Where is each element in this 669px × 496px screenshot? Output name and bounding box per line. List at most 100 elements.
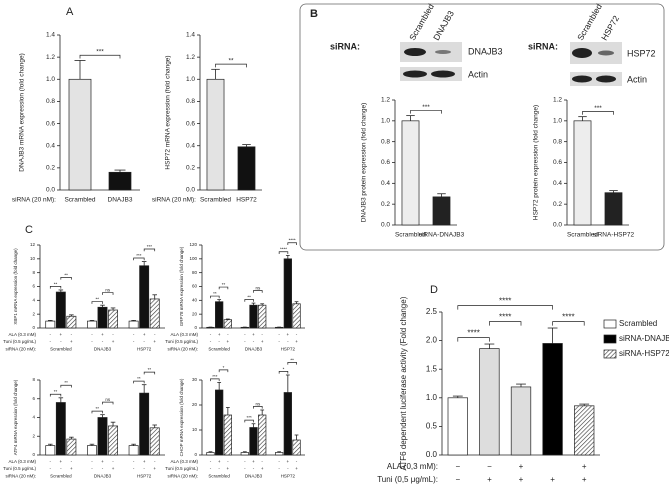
condition-sign: + [101, 332, 104, 337]
bar [223, 414, 232, 456]
significance-bracket [287, 242, 297, 246]
y-tick-label: 1.5 [426, 364, 438, 373]
bar [97, 306, 108, 329]
condition-sign: - [244, 332, 246, 337]
bar [149, 298, 160, 329]
y-tick-label: 1.2 [381, 97, 390, 104]
significance-label: **** [562, 313, 574, 322]
condition-sign: + [112, 339, 115, 344]
x-axis-label: siRNA (20 nM): [152, 196, 196, 203]
y-tick-label: 0.6 [553, 159, 562, 166]
significance-bracket [143, 248, 156, 252]
y-tick-label: 0.0 [186, 187, 195, 194]
bar [215, 389, 224, 456]
y-tick-label: 0.2 [46, 165, 55, 172]
blot-band [431, 70, 455, 78]
condition-sign: + [60, 459, 63, 464]
y-tick-label: 0.8 [381, 138, 390, 145]
significance-bracket [210, 295, 220, 299]
y-tick-label: 6 [32, 396, 35, 401]
y-tick-label: 20 [192, 311, 198, 316]
significance-label: ** [95, 406, 99, 411]
condition-label: Tuni (0.5 μg/mL) [165, 339, 198, 344]
bar [128, 320, 139, 329]
bar [139, 392, 150, 456]
condition-sign: + [143, 332, 146, 337]
bar [240, 452, 249, 456]
y-tick-label: 0.4 [553, 180, 562, 187]
y-tick-label: 0.6 [381, 159, 390, 166]
legend-label: siRNA-DNAJB3 [619, 334, 669, 343]
condition-sign: + [287, 332, 290, 337]
bar [237, 146, 256, 191]
condition-label: ALA (0.3 mM) [170, 459, 198, 464]
condition-label: Tuni (0.5 μg/mL) [3, 339, 36, 344]
condition-sign: + [287, 459, 290, 464]
significance-label: ns [255, 401, 261, 406]
bar [604, 192, 623, 226]
condition-sign: + [295, 339, 298, 344]
x-tick-label: DNAJB3 [108, 196, 133, 203]
condition-sign: - [210, 459, 212, 464]
significance-bracket [457, 305, 553, 310]
condition-label: Tuni (0.5 μg/mL) [165, 466, 198, 471]
y-tick-label: 2 [32, 311, 35, 316]
condition-sign: - [253, 339, 255, 344]
significance-bracket [60, 277, 72, 280]
legend-label: Scrambled [619, 319, 657, 328]
y-tick-label: 0 [32, 325, 35, 330]
x-tick-label: siRNA-DNAJB3 [419, 231, 465, 238]
condition-sign: + [60, 332, 63, 337]
y-tick-label: 4 [32, 415, 35, 420]
y-tick-label: 0.4 [381, 180, 390, 187]
y-tick-label: 1.0 [381, 118, 390, 125]
significance-bracket [210, 378, 220, 382]
bar [87, 320, 97, 329]
significance-bracket [49, 393, 62, 397]
x-tick-label: Scrambled [567, 231, 598, 238]
condition-sign: - [143, 339, 145, 344]
bar [66, 438, 77, 456]
y-tick-label: 40 [192, 298, 198, 303]
x-axis-label: siRNA (20 nM): [5, 346, 36, 351]
bar [275, 452, 284, 456]
significance-label: * [283, 366, 285, 371]
y-axis-label: XBP1 mRNA expression (fold change) [13, 248, 18, 325]
condition-sign: + [70, 339, 73, 344]
condition-label: ALA (0.3 mM) [8, 459, 36, 464]
y-tick-label: 1.2 [46, 54, 55, 61]
condition-sign: + [218, 459, 221, 464]
condition-sign: - [50, 339, 52, 344]
significance-bracket [489, 321, 522, 326]
condition-sign: + [70, 466, 73, 471]
significance-bracket [244, 419, 254, 423]
y-tick-label: 0.2 [186, 165, 195, 172]
bar [447, 397, 468, 456]
condition-sign: - [296, 332, 298, 337]
x-axis-label: siRNA (20 nM): [12, 196, 56, 203]
blot-prefix: siRNA: [330, 41, 360, 51]
bar [283, 392, 292, 456]
y-tick-label: 10 [192, 427, 198, 432]
y-tick-label: 0.4 [186, 142, 195, 149]
y-tick-label: 1.0 [46, 76, 55, 83]
condition-sign: − [455, 462, 460, 471]
x-tick-label: HSP72 [137, 346, 152, 351]
condition-sign: + [153, 466, 156, 471]
y-axis-label: HSP72 protein expression (fold change) [533, 105, 540, 220]
significance-bracket [253, 406, 263, 409]
significance-label: ** [228, 58, 234, 65]
significance-label: ** [95, 297, 99, 302]
condition-sign: - [287, 466, 289, 471]
significance-label: ** [64, 380, 68, 385]
condition-sign: + [261, 339, 264, 344]
y-tick-label: 6 [32, 284, 35, 289]
legend-swatch [603, 334, 617, 344]
significance-label: *** [247, 415, 253, 420]
condition-sign: + [295, 466, 298, 471]
y-tick-label: 0 [32, 452, 35, 457]
bar [401, 120, 420, 226]
bar [258, 414, 267, 456]
condition-sign: − [455, 475, 460, 484]
bar [108, 425, 118, 456]
